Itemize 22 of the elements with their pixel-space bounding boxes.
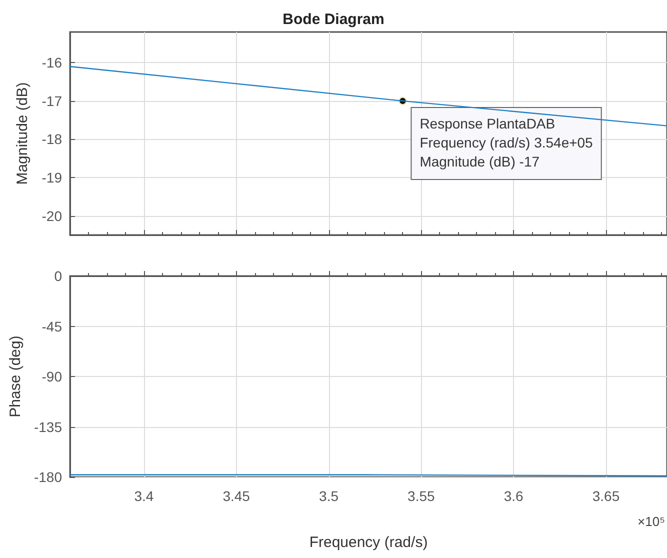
x-tick-label: 3.45 bbox=[222, 488, 250, 504]
y-tick-label: 0 bbox=[54, 268, 62, 284]
x-tick-label: 3.4 bbox=[134, 488, 154, 504]
annotation: Response PlantaDAB Frequency (rad/s) 3.54e+05 Magnitude (dB) -17 bbox=[420, 115, 594, 170]
chart-title: Bode Diagram bbox=[282, 11, 384, 28]
y-tick-label: -17 bbox=[42, 92, 62, 109]
y-axis-title: Magnitude (dB) bbox=[14, 82, 31, 185]
y-axis-title: Phase (deg) bbox=[7, 336, 24, 418]
y-tick-label: -18 bbox=[42, 131, 62, 148]
y-tick-label: -135 bbox=[34, 418, 62, 435]
x-tick-label: 3.5 bbox=[319, 488, 339, 504]
y-tick-label: -45 bbox=[42, 318, 62, 334]
y-tick-label: -20 bbox=[42, 208, 62, 224]
x-tick-label: 3.65 bbox=[592, 488, 620, 504]
text: ×10⁵ bbox=[638, 514, 666, 529]
x-tick-label: 3.6 bbox=[504, 488, 524, 504]
y-tick-label: -19 bbox=[42, 170, 62, 186]
y-tick-label: -16 bbox=[42, 54, 62, 71]
x-axis-title: Frequency (rad/s) bbox=[309, 534, 428, 551]
x-tick-label: 3.55 bbox=[408, 488, 436, 504]
y-tick-label: -90 bbox=[42, 368, 62, 384]
y-tick-label: -180 bbox=[34, 469, 62, 485]
